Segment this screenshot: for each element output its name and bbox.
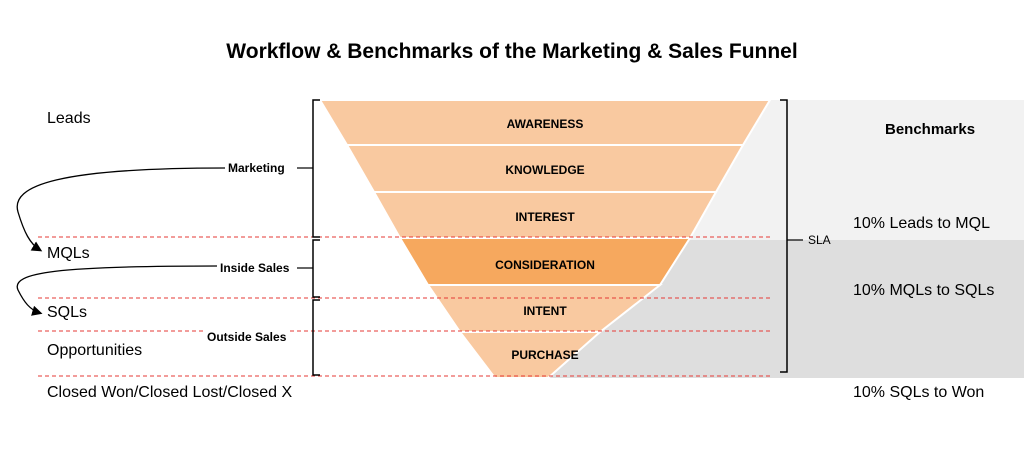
funnel-band-purchase xyxy=(457,331,603,379)
band-label-interest: INTEREST xyxy=(515,210,575,224)
marketing-bracket xyxy=(312,99,320,238)
team-inside-sales: Inside Sales xyxy=(218,261,292,275)
sla-label: SLA xyxy=(808,233,831,247)
benchmark-top-background xyxy=(640,100,1024,240)
benchmark-mqls-to-sqls: 10% MQLs to SQLs xyxy=(853,282,995,299)
band-label-purchase: PURCHASE xyxy=(511,348,579,362)
marketing-to-mqls-arrow xyxy=(16,167,226,252)
stage-sqls: SQLs xyxy=(47,304,88,321)
team-outside-sales: Outside Sales xyxy=(205,330,289,344)
benchmark-sqls-to-won: 10% SQLs to Won xyxy=(853,384,985,401)
inside-sales-to-sqls-arrow xyxy=(16,265,218,316)
band-label-consideration: CONSIDERATION xyxy=(495,258,595,272)
benchmark-leads-to-mql: 10% Leads to MQL xyxy=(853,215,990,232)
stage-mqls: MQLs xyxy=(47,245,90,262)
page-title: Workflow & Benchmarks of the Marketing &… xyxy=(226,40,798,63)
band-label-knowledge: KNOWLEDGE xyxy=(505,163,585,177)
outside-sales-bracket xyxy=(312,299,320,376)
team-marketing: Marketing xyxy=(226,161,287,175)
stage-closed: Closed Won/Closed Lost/Closed X xyxy=(47,384,293,401)
sla-bracket xyxy=(780,99,788,373)
stage-opportunities: Opportunities xyxy=(47,342,143,359)
band-label-awareness: AWARENESS xyxy=(506,117,584,131)
inside-sales-bracket xyxy=(312,239,320,298)
band-label-intent: INTENT xyxy=(523,304,567,318)
benchmarks-title: Benchmarks xyxy=(885,121,976,138)
stage-leads: Leads xyxy=(47,110,91,127)
